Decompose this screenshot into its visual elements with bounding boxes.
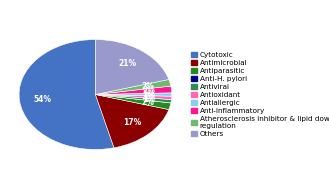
Text: 17%: 17% <box>123 118 142 127</box>
Text: 1%: 1% <box>142 90 155 99</box>
Text: 21%: 21% <box>118 59 137 68</box>
Wedge shape <box>95 94 169 148</box>
Wedge shape <box>95 86 172 94</box>
Wedge shape <box>19 40 114 149</box>
Wedge shape <box>95 40 169 94</box>
Text: 1%: 1% <box>142 95 155 104</box>
Wedge shape <box>95 94 171 103</box>
Text: 2%: 2% <box>141 82 154 91</box>
Wedge shape <box>95 93 172 96</box>
Wedge shape <box>95 94 172 100</box>
Text: 2%: 2% <box>141 98 154 107</box>
Text: 2%: 2% <box>142 86 155 95</box>
Legend: Cytotoxic, Antimicrobial, Antiparasitic, Anti-H. pylori, Antiviral, Antioxidant,: Cytotoxic, Antimicrobial, Antiparasitic,… <box>191 52 329 137</box>
Text: 1%: 1% <box>142 92 155 101</box>
Wedge shape <box>95 94 171 103</box>
Text: 54%: 54% <box>33 95 51 104</box>
Wedge shape <box>95 79 171 94</box>
Wedge shape <box>95 94 171 110</box>
